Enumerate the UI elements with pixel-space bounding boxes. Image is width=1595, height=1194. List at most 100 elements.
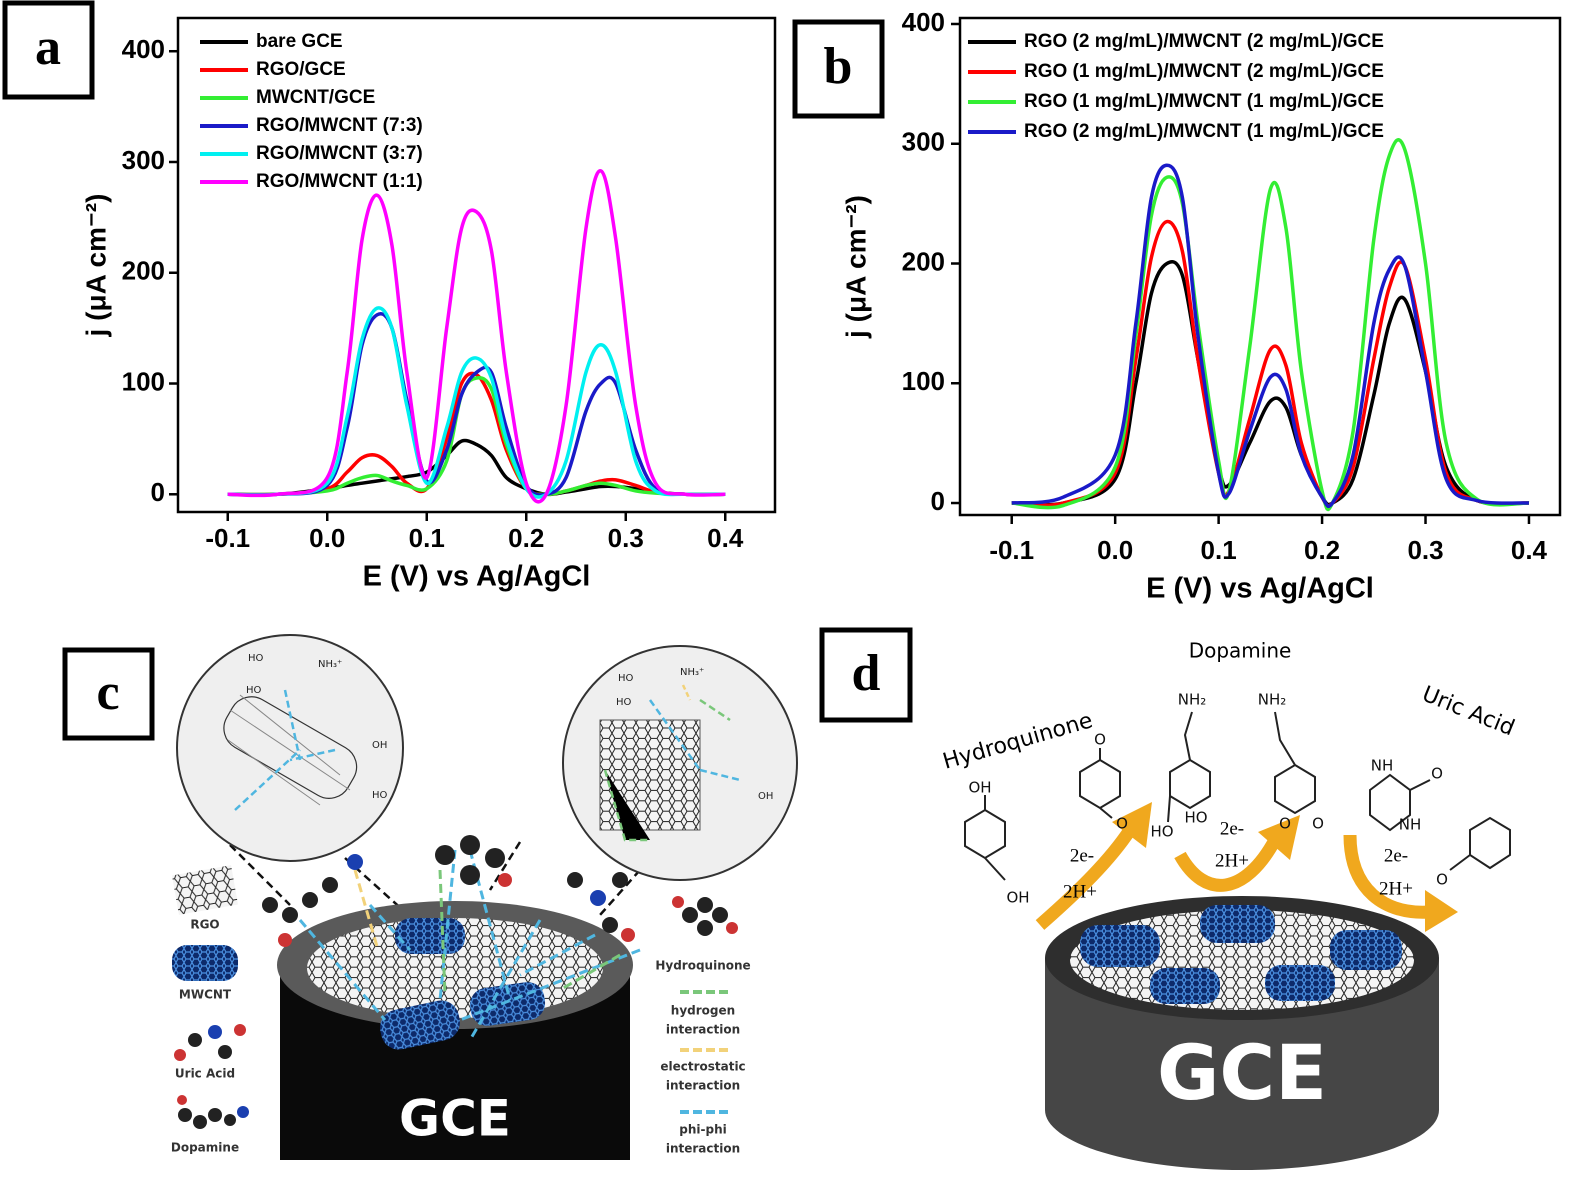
y-axis-label: j (μA cm⁻²) xyxy=(80,194,111,338)
nanotube xyxy=(1150,968,1220,1004)
y-tick-label: 200 xyxy=(122,256,165,286)
series-line xyxy=(227,306,726,499)
reaction-arrow xyxy=(1035,826,1431,930)
legend-label: RGO (1 mg/mL)/MWCNT (1 mg/mL)/GCE xyxy=(1024,91,1384,112)
legend-label: RGO/GCE xyxy=(256,59,346,80)
plot-frame xyxy=(958,16,1562,517)
legend-label: RGO/MWCNT (1:1) xyxy=(256,171,423,192)
key-label: Hydroquinone xyxy=(655,959,750,973)
x-axis-label: E (V) vs Ag/AgCl xyxy=(1146,573,1374,605)
y-axis-label: j (μA cm⁻²) xyxy=(840,195,871,339)
atom-label: OH xyxy=(372,740,387,751)
nanotube xyxy=(395,918,465,954)
atom-label: HO xyxy=(1184,809,1207,827)
atom-label: HO xyxy=(248,653,264,664)
atom-label: NH₃⁺ xyxy=(318,659,342,670)
arrowhead xyxy=(1112,802,1458,932)
panel-c: c HO HO NH₃⁺ OH HO HO HO NH₃⁺ OH GCE RGO… xyxy=(62,634,798,1160)
panel-label: a xyxy=(35,19,61,76)
legend-icon xyxy=(171,865,239,915)
atom-label: HO xyxy=(372,790,388,801)
atom-label: OH xyxy=(758,791,773,802)
atom-label: HO xyxy=(616,697,632,708)
interaction-line xyxy=(648,699,741,782)
x-tick-label: 0.4 xyxy=(1511,535,1548,565)
y-tick-label: 0 xyxy=(151,477,165,507)
atom-label: OH xyxy=(968,779,991,797)
nanotube xyxy=(380,1000,460,1050)
zoom-circle xyxy=(176,634,404,862)
x-tick-label: 0.3 xyxy=(608,523,644,553)
y-tick-label: 100 xyxy=(122,366,165,396)
proton-label: 2H+ xyxy=(1379,878,1413,899)
electrode-label: GCE xyxy=(399,1090,511,1148)
y-tick-label: 300 xyxy=(122,145,165,175)
legend-label: Dopamine xyxy=(171,1141,239,1155)
molecule-label: Hydroquinone xyxy=(940,708,1095,775)
atom-label: O xyxy=(1094,731,1106,749)
key-label: electrostatic xyxy=(660,1060,745,1074)
panel-label-a: a xyxy=(2,0,95,100)
nanotube-sketch xyxy=(227,694,351,806)
panel-label: c xyxy=(96,664,119,721)
x-tick-label: -0.1 xyxy=(205,523,250,553)
x-tick-label: 0.1 xyxy=(409,523,445,553)
electron-label: 2e- xyxy=(1384,845,1408,866)
atom-label: NH xyxy=(1371,757,1394,775)
plot-frame xyxy=(176,16,777,514)
legend-label: RGO/MWCNT (3:7) xyxy=(256,143,423,164)
legend-label: RGO xyxy=(190,918,219,932)
atom-label: OH xyxy=(1006,889,1029,907)
nanotube xyxy=(469,982,546,1026)
x-tick-label: 0.4 xyxy=(707,523,744,553)
molecule-label: Uric Acid xyxy=(1418,682,1517,742)
atom-label: NH₂ xyxy=(1258,691,1287,709)
interaction-line xyxy=(234,689,336,811)
atom-label: NH xyxy=(1399,816,1422,834)
y-tick-label: 0 xyxy=(931,486,945,516)
molecule-label: Dopamine xyxy=(1189,639,1292,663)
atom-label: O xyxy=(1279,815,1291,833)
atom-label: HO xyxy=(618,673,634,684)
interaction-line xyxy=(681,684,692,701)
key-label: phi-phi xyxy=(679,1123,726,1137)
x-tick-label: -0.1 xyxy=(989,535,1034,565)
proton-label: 2H+ xyxy=(1063,881,1097,902)
panel-label-b: b xyxy=(792,19,885,119)
nanotube xyxy=(1265,965,1335,1001)
interaction-line xyxy=(298,849,641,1041)
molecule-structure xyxy=(964,711,1511,881)
atom-label: NH₂ xyxy=(1178,691,1207,709)
legend-label: RGO (2 mg/mL)/MWCNT (2 mg/mL)/GCE xyxy=(1024,31,1384,52)
atom-label: HO xyxy=(246,685,262,696)
atom-label: O xyxy=(1436,871,1448,889)
key-icon xyxy=(672,896,738,936)
key-label: interaction xyxy=(666,1079,740,1093)
legend-icon xyxy=(177,1095,249,1129)
legend-label: Uric Acid xyxy=(175,1067,235,1081)
key-label: hydrogen xyxy=(671,1004,735,1018)
x-tick-label: 0.0 xyxy=(1097,535,1133,565)
interaction-line xyxy=(438,869,621,996)
panel-d: d Dopamine Hydroquinone Uric Acid GCE OH… xyxy=(819,627,1518,1170)
legend-label: RGO (2 mg/mL)/MWCNT (1 mg/mL)/GCE xyxy=(1024,121,1384,142)
series-line xyxy=(227,375,726,497)
graphene-sketch xyxy=(599,719,701,831)
atom-label: O xyxy=(1116,815,1128,833)
legend-label: MWCNT/GCE xyxy=(256,87,375,108)
panel-label: b xyxy=(824,38,853,95)
proton-label: 2H+ xyxy=(1215,850,1249,871)
key-label: interaction xyxy=(666,1142,740,1156)
atom-label: HO xyxy=(1150,823,1173,841)
series-line xyxy=(1011,260,1530,507)
legend-label: bare GCE xyxy=(256,31,343,52)
x-tick-label: 0.1 xyxy=(1201,535,1237,565)
panel-label-box xyxy=(62,647,155,741)
panel-label-box xyxy=(819,627,913,723)
nanotube xyxy=(1200,905,1275,943)
panel-label: d xyxy=(852,645,881,702)
atom-label: O xyxy=(1312,815,1324,833)
x-tick-label: 0.2 xyxy=(508,523,544,553)
y-tick-label: 300 xyxy=(902,127,945,157)
x-axis-label: E (V) vs Ag/AgCl xyxy=(363,561,591,593)
